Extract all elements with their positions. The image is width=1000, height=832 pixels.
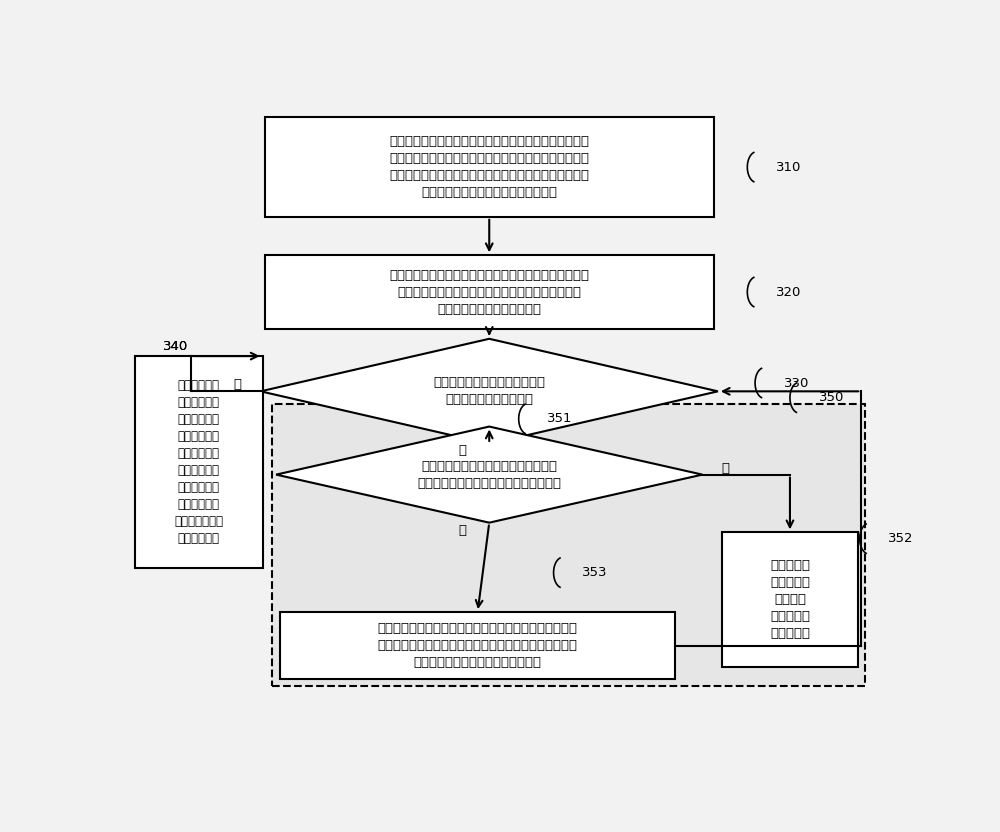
Text: 若不一致时，读取当前哈希表项的下一级偏移表项索引，
并根据偏移表项索引读取下一级哈希表项，将所述下一级
哈希表项作为更新后的当前哈希表项: 若不一致时，读取当前哈希表项的下一级偏移表项索引， 并根据偏移表项索引读取下一级…	[378, 622, 578, 669]
Bar	[272, 404, 865, 686]
Text: 否: 否	[458, 524, 466, 537]
Text: 320: 320	[776, 285, 801, 299]
Bar	[135, 356, 263, 567]
Text: 350: 350	[819, 391, 844, 404]
Polygon shape	[276, 427, 702, 522]
Text: 353: 353	[582, 566, 608, 579]
Text: 比较待添加目标字符串的其他目标哈布
结果与当前哈希表项的表项内容是否一致: 比较待添加目标字符串的其他目标哈布 结果与当前哈希表项的表项内容是否一致	[417, 459, 561, 489]
Text: 340: 340	[163, 340, 188, 353]
Bar	[722, 532, 858, 666]
Polygon shape	[261, 339, 718, 443]
Text: 330: 330	[784, 377, 809, 389]
Text: 是: 是	[233, 379, 241, 391]
Bar	[264, 255, 714, 329]
Bar	[264, 117, 714, 217]
Text: 内容匹配装置将待添加目标字符串的第一个目标哈希结果
作为哈希表项索引，从所述哈希匹配表中读取对应的
哈希表项，作为当前哈希表项: 内容匹配装置将待添加目标字符串的第一个目标哈希结果 作为哈希表项索引，从所述哈希…	[389, 269, 589, 315]
Text: 310: 310	[776, 161, 801, 174]
Text: 当所述当前哈
希表项的表项
内容为空时，
将待添加目标
字符串的其他
目标哈希结果
添加到当前哈
希表项的表项
中，作为当前哈
希表项的内容: 当所述当前哈 希表项的表项 内容为空时， 将待添加目标 字符串的其他 目标哈希结…	[174, 379, 223, 545]
Text: 是: 是	[722, 463, 730, 475]
Text: 内容匹配装置根据接收到的目标字符串添加请求中待添加
的目标字符串，基于设定的至少一种哈希算法对待添加的
目标字符串进行哈希运算，以获取所述待添加的目标字符
串与: 内容匹配装置根据接收到的目标字符串添加请求中待添加 的目标字符串，基于设定的至少…	[389, 135, 589, 199]
Bar	[280, 612, 675, 679]
Text: 352: 352	[888, 532, 914, 545]
Text: 若一致时，
丢弃待添加
目标字符
串，结束添
加操作流程: 若一致时， 丢弃待添加 目标字符 串，结束添 加操作流程	[770, 559, 810, 640]
Text: 351: 351	[547, 413, 573, 425]
Text: 否: 否	[458, 444, 466, 458]
Text: 内容匹配装置判断所述当前哈希
表项的表项内容是否为空: 内容匹配装置判断所述当前哈希 表项的表项内容是否为空	[433, 376, 545, 406]
Text: 340: 340	[163, 340, 188, 353]
